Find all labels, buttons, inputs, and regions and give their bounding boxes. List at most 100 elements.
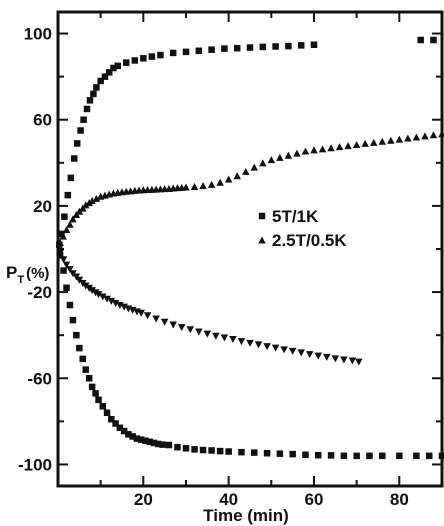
data-point <box>137 436 145 443</box>
data-point <box>97 77 104 85</box>
y-axis-label-sub: T <box>17 274 24 286</box>
data-point <box>271 344 280 352</box>
data-point <box>107 297 116 305</box>
data-point <box>99 293 107 301</box>
data-point <box>259 43 267 51</box>
data-point <box>208 46 215 53</box>
data-point <box>272 43 279 50</box>
data-point <box>66 220 74 228</box>
x-tick-label: 20 <box>134 490 153 509</box>
data-point <box>305 351 314 359</box>
data-point <box>91 289 100 297</box>
y-tick-label: -60 <box>27 369 52 388</box>
data-point <box>404 134 412 142</box>
data-point <box>105 69 113 76</box>
data-point <box>216 447 224 455</box>
data-point <box>88 197 96 205</box>
data-point <box>425 452 433 460</box>
data-point <box>148 53 156 60</box>
data-point <box>186 326 195 334</box>
data-point <box>216 178 224 186</box>
data-point <box>353 452 360 460</box>
data-point <box>123 59 130 66</box>
data-point <box>267 156 276 164</box>
legend-label: 2.5T/0.5K <box>272 231 347 250</box>
y-axis-label-unit: (%) <box>26 265 49 282</box>
data-point <box>379 452 386 460</box>
data-point <box>69 215 77 223</box>
y-axis-label: PT (%) <box>6 263 49 286</box>
data-point <box>301 147 310 155</box>
data-point <box>61 213 68 220</box>
data-point <box>323 353 331 361</box>
data-point <box>69 316 77 324</box>
data-point <box>369 138 378 146</box>
data-point <box>83 105 91 113</box>
data-point <box>331 355 340 363</box>
data-point <box>195 328 203 336</box>
data-point <box>263 450 271 457</box>
data-point <box>276 450 284 457</box>
data-point <box>254 341 263 349</box>
data-point <box>438 452 444 460</box>
data-point <box>221 45 228 52</box>
y-axis-label-main: P <box>6 263 17 282</box>
data-point <box>263 343 271 351</box>
data-point <box>101 73 109 80</box>
data-point <box>224 175 233 183</box>
y-tick-label: -20 <box>27 283 52 302</box>
data-point <box>285 42 292 50</box>
data-point <box>366 452 373 460</box>
data-point <box>150 439 158 447</box>
data-point <box>137 309 145 317</box>
data-point <box>251 449 258 456</box>
data-point <box>199 181 207 189</box>
data-point <box>92 390 99 397</box>
data-point <box>66 265 74 273</box>
data-point <box>159 441 166 448</box>
data-point <box>129 433 136 440</box>
y-tick-label: 60 <box>33 111 52 130</box>
data-point <box>88 287 96 295</box>
data-point <box>82 366 89 373</box>
data-point <box>355 358 363 366</box>
data-point <box>438 130 444 138</box>
data-point <box>182 445 190 452</box>
data-point <box>76 344 83 352</box>
data-point <box>169 49 177 57</box>
series-2 <box>56 130 444 247</box>
data-point <box>59 256 68 264</box>
data-point <box>88 383 96 391</box>
data-point <box>90 90 97 98</box>
data-point <box>293 149 301 157</box>
data-point <box>352 141 361 149</box>
data-point <box>143 312 152 320</box>
plot-frame <box>56 10 444 488</box>
data-point <box>182 48 190 56</box>
data-point <box>259 159 267 167</box>
series-0 <box>56 36 437 248</box>
data-point <box>310 146 318 154</box>
data-point <box>361 139 369 147</box>
data-point <box>125 431 132 438</box>
data-point <box>58 230 65 238</box>
data-point <box>67 174 75 182</box>
x-tick-label: 80 <box>390 490 409 509</box>
data-point <box>81 282 90 290</box>
data-point <box>378 137 387 145</box>
data-point <box>182 183 190 191</box>
x-tick-label: 60 <box>305 490 324 509</box>
data-point <box>208 447 215 454</box>
data-point <box>63 284 70 292</box>
data-point <box>297 42 305 49</box>
data-point <box>315 451 322 459</box>
data-point <box>93 84 100 91</box>
series-3 <box>56 249 363 366</box>
data-point <box>327 144 335 152</box>
data-point <box>110 64 117 72</box>
data-point <box>56 249 64 257</box>
data-point <box>60 267 67 274</box>
data-point <box>233 172 241 180</box>
data-point <box>190 183 199 191</box>
legend: 5T/1K 2.5T/0.5K <box>258 207 347 250</box>
